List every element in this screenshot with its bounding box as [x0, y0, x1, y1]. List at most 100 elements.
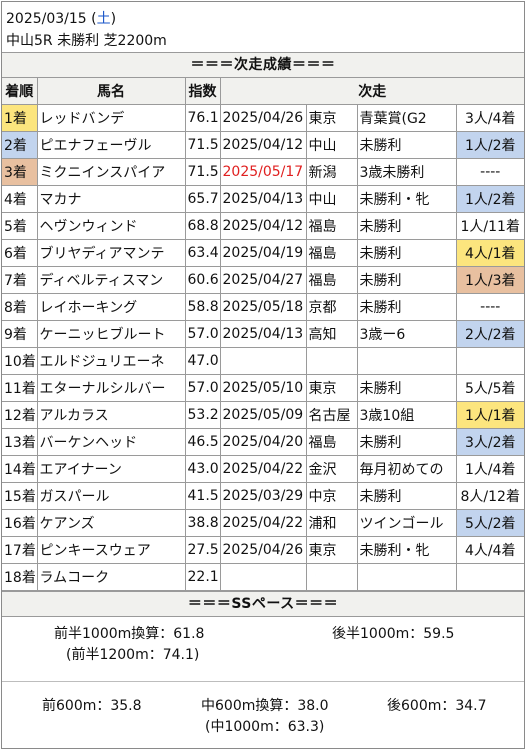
speed-index-cell: 57.0: [184, 320, 221, 348]
result-row: 13着 バーケンヘッド 46.5 2025/04/20 福島 未勝利 3人/2着: [2, 428, 524, 456]
rank-cell: 10着: [2, 347, 38, 375]
next-date-cell: 2025/04/12: [219, 131, 307, 159]
next-race-cell: 青葉賞(G2: [356, 104, 457, 132]
next-race-cell: ツインゴール: [356, 509, 457, 537]
next-race-cell: 未勝利・牝: [356, 536, 457, 564]
next-venue-cell: 福島: [305, 212, 358, 240]
results-table: 着順 馬名 指数 次走 1着 レッドバンデ 76.1 2025/04/26 東京 青葉賞(…: [2, 78, 524, 591]
horse-name-cell: エアイナーン: [36, 455, 186, 483]
next-result-cell: 3人/4着: [455, 104, 524, 132]
speed-index-cell: 46.5: [184, 428, 221, 456]
next-race-cell: 未勝利・牝: [356, 185, 457, 213]
col-next-race: 次走: [219, 78, 524, 105]
next-result-cell: [455, 563, 524, 591]
next-date-cell: 2025/04/26: [219, 536, 307, 564]
next-race-cell: 未勝利: [356, 428, 457, 456]
pace-first-600: 前600m：35.8: [42, 698, 142, 714]
next-result-cell: 1人/2着: [455, 131, 524, 159]
next-race-cell: 未勝利: [356, 266, 457, 294]
next-result-cell: 1人/11着: [455, 212, 524, 240]
next-result-cell: 4人/4着: [455, 536, 524, 564]
result-row: 1着 レッドバンデ 76.1 2025/04/26 東京 青葉賞(G2 3人/4着: [2, 104, 524, 132]
speed-index-cell: 53.2: [184, 401, 221, 429]
rank-cell: 6着: [2, 239, 38, 267]
horse-name-cell: ケアンズ: [36, 509, 186, 537]
next-result-cell: 1人/1着: [455, 401, 524, 429]
rank-cell: 2着: [2, 131, 38, 159]
next-date-cell: 2025/04/13: [219, 185, 307, 213]
pace-summary: 前半1000m換算：61.8 後半1000m：59.5 (前半1200m：74.…: [2, 617, 524, 737]
rank-cell: 12着: [2, 401, 38, 429]
next-result-cell: 5人/2着: [455, 509, 524, 537]
next-venue-cell: 高知: [305, 320, 358, 348]
next-result-cell: ----: [455, 158, 524, 186]
horse-name-cell: バーケンヘッド: [36, 428, 186, 456]
rank-cell: 1着: [2, 104, 38, 132]
result-row: 14着 エアイナーン 43.0 2025/04/22 金沢 毎月初めての 1人/4着: [2, 455, 524, 483]
result-row: 15着 ガスパール 41.5 2025/03/29 中京 未勝利 8人/12着: [2, 482, 524, 510]
next-venue-cell: 東京: [305, 374, 358, 402]
race-header: 2025/03/15 (土) 中山5R 未勝利 芝2200m: [2, 2, 524, 52]
speed-index-cell: 63.4: [184, 239, 221, 267]
next-venue-cell: 新潟: [305, 158, 358, 186]
col-index: 指数: [184, 78, 221, 105]
race-day-of-week: 土: [96, 11, 111, 27]
next-result-cell: 4人/1着: [455, 239, 524, 267]
next-date-cell: 2025/04/26: [219, 104, 307, 132]
pace-divider: [2, 681, 524, 682]
next-venue-cell: [305, 563, 358, 591]
next-date-cell: 2025/04/22: [219, 455, 307, 483]
horse-name-cell: ブリヤディアマンテ: [36, 239, 186, 267]
result-row: 17着 ピンキースウェア 27.5 2025/04/26 東京 未勝利・牝 4人/4着: [2, 536, 524, 564]
next-venue-cell: 浦和: [305, 509, 358, 537]
next-venue-cell: [305, 347, 358, 375]
speed-index-cell: 68.8: [184, 212, 221, 240]
horse-name-cell: エターナルシルバー: [36, 374, 186, 402]
result-row: 7着 ディベルティスマン 60.6 2025/04/27 福島 未勝利 1人/3着: [2, 266, 524, 294]
horse-name-cell: ピエナフェーヴル: [36, 131, 186, 159]
speed-index-cell: 71.5: [184, 131, 221, 159]
rank-cell: 11着: [2, 374, 38, 402]
next-date-cell: 2025/04/19: [219, 239, 307, 267]
next-race-cell: 未勝利: [356, 239, 457, 267]
next-date-cell: 2025/04/20: [219, 428, 307, 456]
next-venue-cell: 中京: [305, 482, 358, 510]
speed-index-cell: 71.5: [184, 158, 221, 186]
speed-index-cell: 22.1: [184, 563, 221, 591]
horse-name-cell: ヘヴンウィンド: [36, 212, 186, 240]
next-date-cell: 2025/05/09: [219, 401, 307, 429]
horse-name-cell: ガスパール: [36, 482, 186, 510]
next-race-cell: 3歳未勝利: [356, 158, 457, 186]
col-horse: 馬名: [36, 78, 186, 105]
next-race-cell: [356, 563, 457, 591]
rank-cell: 5着: [2, 212, 38, 240]
next-result-cell: 5人/5着: [455, 374, 524, 402]
next-date-cell: 2025/05/17: [219, 158, 307, 186]
pace-first-1200: (前半1200m：74.1): [66, 647, 200, 663]
next-race-cell: 未勝利: [356, 212, 457, 240]
col-rank: 着順: [2, 78, 38, 105]
next-date-cell: 2025/05/10: [219, 374, 307, 402]
result-row: 6着 ブリヤディアマンテ 63.4 2025/04/19 福島 未勝利 4人/1着: [2, 239, 524, 267]
rank-cell: 9着: [2, 320, 38, 348]
results-table-header: 着順 馬名 指数 次走: [2, 78, 524, 105]
horse-name-cell: レッドバンデ: [36, 104, 186, 132]
speed-index-cell: 41.5: [184, 482, 221, 510]
speed-index-cell: 60.6: [184, 266, 221, 294]
result-row: 9着 ケーニッヒブルート 57.0 2025/04/13 高知 3歳ー6 2人/2着: [2, 320, 524, 348]
result-row: 10着 エルドジュリエーネ 47.0: [2, 347, 524, 375]
next-venue-cell: 中山: [305, 131, 358, 159]
next-race-cell: [356, 347, 457, 375]
horse-name-cell: ケーニッヒブルート: [36, 320, 186, 348]
result-row: 12着 アルカラス 53.2 2025/05/09 名古屋 3歳10組 1人/1着: [2, 401, 524, 429]
next-venue-cell: 福島: [305, 239, 358, 267]
speed-index-cell: 47.0: [184, 347, 221, 375]
horse-name-cell: マカナ: [36, 185, 186, 213]
next-race-cell: 3歳10組: [356, 401, 457, 429]
result-row: 3着 ミクニインスパイア 71.5 2025/05/17 新潟 3歳未勝利 ----: [2, 158, 524, 186]
race-title: 中山5R 未勝利 芝2200m: [6, 33, 167, 49]
next-race-cell: 未勝利: [356, 293, 457, 321]
pace-last-600: 後600m：34.7: [387, 698, 487, 714]
rank-cell: 14着: [2, 455, 38, 483]
